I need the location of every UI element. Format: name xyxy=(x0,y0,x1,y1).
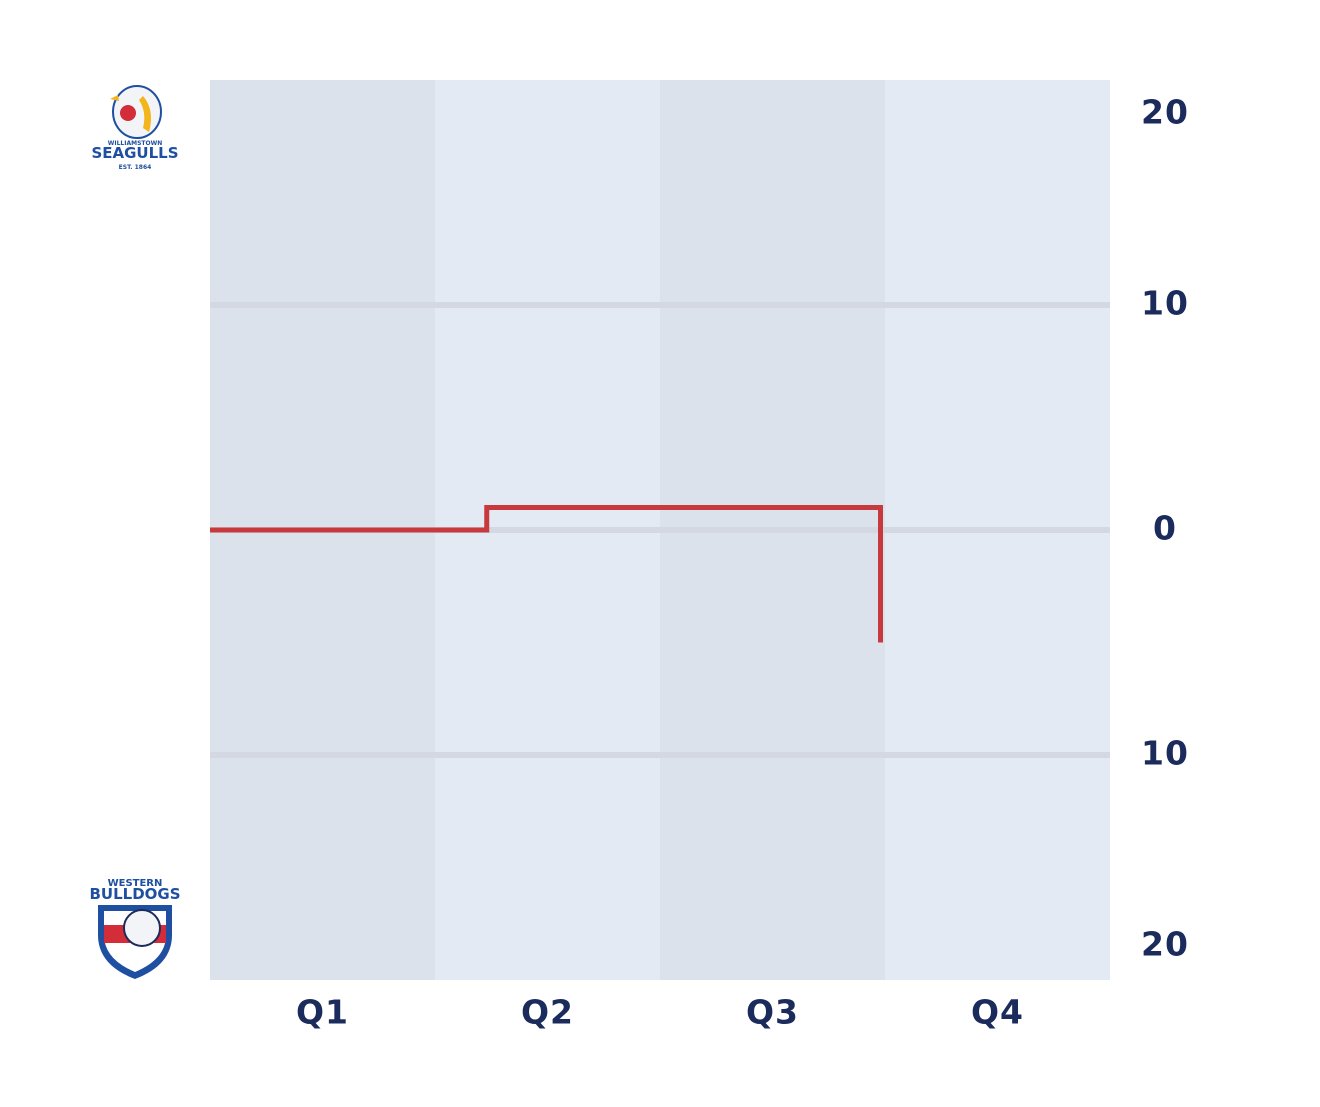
y-tick-label: 10 xyxy=(1141,734,1189,773)
y-tick-label: 0 xyxy=(1153,509,1177,548)
y-tick-label: 20 xyxy=(1141,925,1189,964)
score-worm xyxy=(210,505,883,643)
x-tick-label: Q3 xyxy=(746,993,799,1032)
logos: WILLIAMSTOWN SEAGULLS EST. 1864 WESTERN … xyxy=(89,85,181,979)
y-tick-label: 20 xyxy=(1141,93,1189,132)
bottom-team-name: BULLDOGS xyxy=(89,885,180,903)
x-tick-label: Q2 xyxy=(521,993,574,1032)
top-team-name: SEAGULLS xyxy=(91,144,178,162)
bottom-team-upper: WESTERN xyxy=(108,878,163,889)
top-team-logo: WILLIAMSTOWN SEAGULLS EST. 1864 xyxy=(91,85,179,171)
top-team-lower: EST. 1864 xyxy=(119,164,152,171)
x-tick-label: Q4 xyxy=(971,993,1024,1032)
top-team-upper: WILLIAMSTOWN xyxy=(108,140,163,147)
y-tick-label: 10 xyxy=(1141,284,1189,323)
x-tick-label: Q1 xyxy=(296,993,349,1032)
bottom-team-logo: WESTERN BULLDOGS xyxy=(89,878,181,979)
